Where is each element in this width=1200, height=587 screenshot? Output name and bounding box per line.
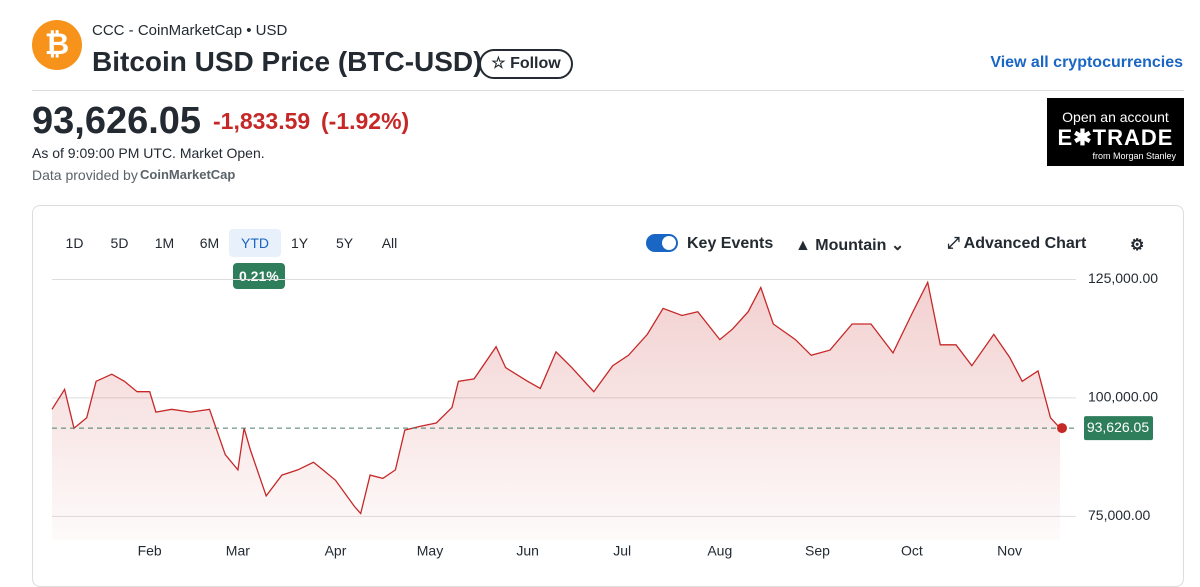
price-line: [51, 280, 1061, 515]
price-change: -1,833.59: [213, 108, 311, 134]
as-of: As of 9:09:00 PM UTC. Market Open.: [32, 145, 265, 161]
range-tab[interactable]: 5D: [110, 235, 129, 251]
range-tab[interactable]: 1M: [154, 235, 175, 251]
y-tick-label: 125,000.00: [1088, 270, 1158, 286]
x-tick-label: Sep: [805, 543, 830, 559]
range-change: 0.21%: [233, 263, 285, 289]
range-tab[interactable]: 6M: [199, 235, 220, 251]
last-price-dot: [1057, 423, 1067, 434]
advanced-chart-label[interactable]: Advanced Chart: [963, 235, 1087, 252]
range-tab[interactable]: All: [381, 235, 398, 251]
range-tab[interactable]: 5Y: [335, 235, 354, 251]
x-tick-label: Aug: [707, 543, 732, 559]
range-tab[interactable]: 1Y: [290, 235, 309, 251]
follow-label[interactable]: Follow: [510, 55, 561, 72]
x-tick-label: Jun: [516, 543, 539, 559]
area: [52, 282, 1060, 540]
x-tick-label: Oct: [901, 543, 923, 559]
divider: [32, 90, 1184, 91]
provided-by: Data provided by: [32, 167, 138, 183]
y-tick-label: 100,000.00: [1088, 389, 1158, 405]
x-tick-label: Nov: [997, 543, 1022, 559]
x-tick-label: May: [417, 543, 443, 559]
bitcoin-logo: ₿: [32, 20, 82, 70]
x-tick-label: Apr: [325, 543, 347, 559]
x-tick-label: Feb: [138, 543, 162, 559]
x-tick-label: Mar: [226, 543, 250, 559]
range-tab[interactable]: YTD: [229, 229, 281, 257]
ad-brand[interactable]: E✱TRADE: [1057, 125, 1174, 150]
range-tab[interactable]: 1D: [65, 235, 84, 251]
ad-text[interactable]: Open an account: [1062, 109, 1169, 125]
provider: CoinMarketCap: [140, 167, 236, 182]
y-tick-label: 75,000.00: [1088, 507, 1150, 523]
chart-style-label[interactable]: Mountain: [815, 237, 887, 254]
source: CCC - CoinMarketCap • USD: [92, 22, 288, 39]
price: 93,626.05: [32, 100, 202, 142]
price-change-pct: (-1.92%): [321, 108, 410, 134]
ad[interactable]: Open an account E✱TRADE from Morgan Stan…: [1047, 98, 1184, 166]
key-events-toggle[interactable]: [646, 234, 678, 252]
follow-button[interactable]: ☆ Follow: [479, 49, 573, 79]
ad-sub[interactable]: from Morgan Stanley: [1092, 151, 1176, 161]
last-price-label: 93,626.05: [1087, 419, 1149, 435]
settings[interactable]: ⚙: [1130, 237, 1145, 254]
last-price-box: [1084, 416, 1153, 441]
view-all-link[interactable]: View all cryptocurrencies: [990, 54, 1183, 71]
advanced-chart[interactable]: ⤢ Advanced Chart: [947, 235, 1087, 252]
x-tick-label: Jul: [613, 543, 631, 559]
range-tabs: 1D 5D 1M 6M YTD 1Y 5Y All: [52, 229, 412, 257]
key-events[interactable]: Key Events: [687, 235, 774, 252]
page-title: Bitcoin USD Price (BTC-USD): [92, 46, 483, 77]
chart-style[interactable]: ▲ Mountain ⌄: [795, 237, 905, 254]
